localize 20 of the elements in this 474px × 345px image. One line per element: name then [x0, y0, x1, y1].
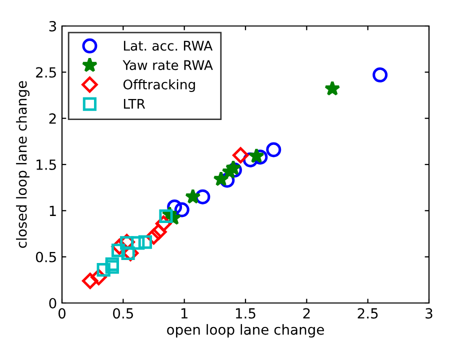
x-tick-label: 0.5 — [113, 308, 133, 319]
x-tick-label: 2 — [303, 308, 310, 318]
x-axis-title: open loop lane change — [167, 324, 324, 338]
legend-label: Offtracking — [123, 79, 195, 92]
y-tick-label: 2.5 — [36, 67, 56, 78]
y-axis-title: closed loop lane change — [16, 81, 30, 248]
x-tick-label: 1.5 — [236, 308, 256, 319]
y-tick-label: 3 — [49, 20, 56, 32]
y-tick-label: 1.5 — [36, 160, 56, 170]
legend-label: Yaw rate RWA — [122, 60, 213, 70]
y-tick-label: 0.5 — [36, 252, 56, 262]
legend-label: Lat. acc. RWA — [124, 40, 213, 51]
y-tick-label: 1 — [50, 206, 56, 216]
x-tick-label: 3 — [426, 308, 432, 319]
x-tick-label: 1 — [181, 308, 188, 318]
x-tick-label: 2.5 — [358, 308, 378, 319]
x-tick-label: 0 — [58, 308, 66, 319]
legend-label: LTR — [124, 99, 146, 109]
y-tick-label: 2 — [49, 113, 56, 124]
y-tick-label: 0 — [49, 298, 56, 308]
